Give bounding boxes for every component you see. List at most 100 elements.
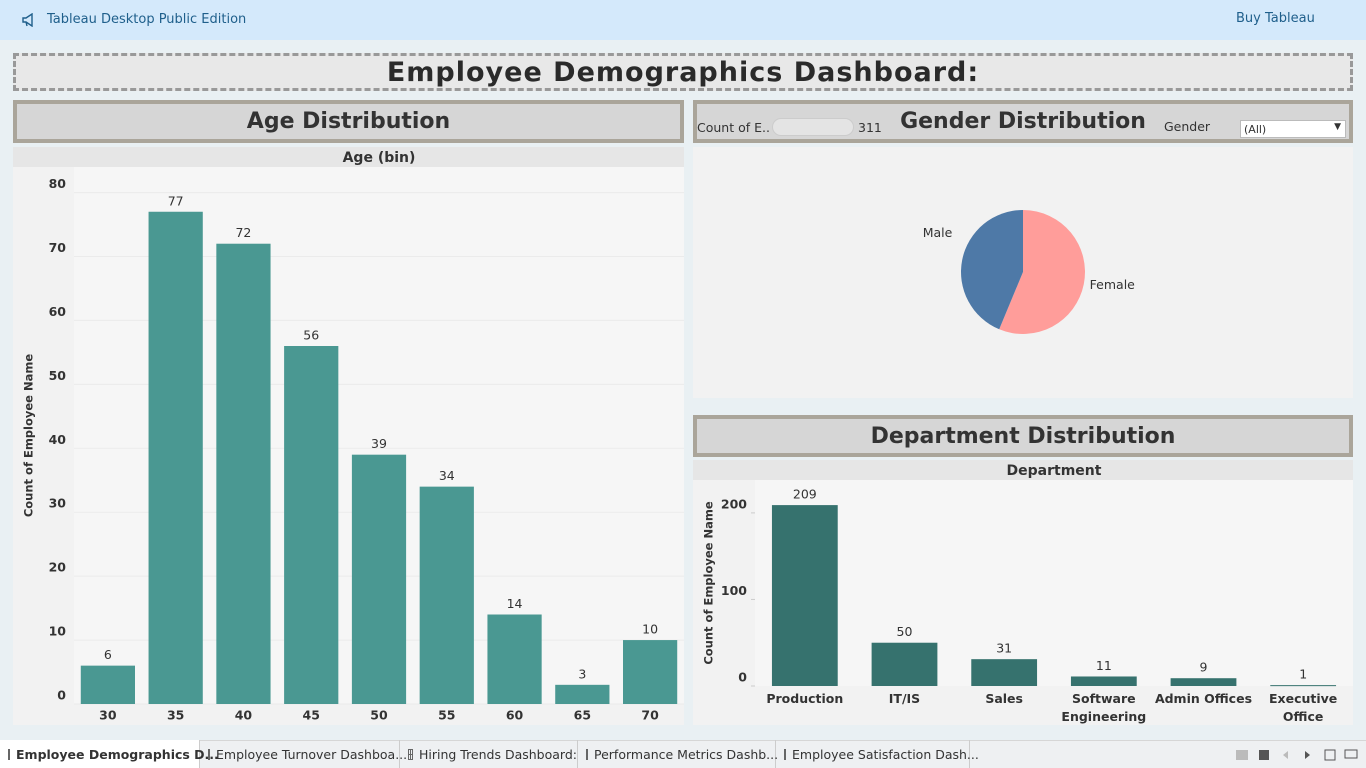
y-tick-label: 200 [721,496,747,511]
dashboard-tab[interactable]: Hiring Trends Dashboard: [400,740,578,768]
y-tick-label: 50 [49,368,67,383]
filter-value: (All) [1244,123,1267,136]
bar [351,454,407,704]
buy-link[interactable]: Buy Tableau [1236,11,1315,26]
count-slider[interactable] [772,118,854,136]
department-chart: Department Count of Employee Name 0 100 200 2… [693,460,1353,725]
dashboard-tab[interactable]: Performance Metrics Dashb... [578,740,779,768]
y-tick-label: 0 [57,688,66,703]
x-tick-label: Admin Offices [1154,691,1253,706]
data-label: 11 [1096,658,1112,673]
nav-icons [1236,749,1358,761]
axis-header-band [13,147,684,167]
data-label: 9 [1200,660,1208,675]
bar [284,346,339,704]
tab-icon [408,748,413,760]
data-label: 39 [371,436,387,451]
pie-slice [999,210,1085,334]
x-axis-title: Department [1007,463,1102,479]
data-label: 1 [1299,667,1307,682]
bar [555,684,610,704]
plot-area [755,480,1353,686]
tab-label: Performance Metrics Dashb... [594,746,779,762]
dashboard-tab[interactable]: Employee Demographics D... [0,740,219,768]
bar [216,243,271,704]
edition-label: Tableau Desktop Public Edition [47,12,247,27]
top-bar: Tableau Desktop Public Edition Buy Table… [0,0,1366,40]
data-label: 31 [996,641,1012,656]
megaphone-icon [22,13,33,27]
bar [1270,685,1337,687]
y-tick-label: 20 [49,560,67,575]
data-label: 14 [507,596,523,611]
x-tick-label: 55 [438,708,455,723]
tab-label: Employee Satisfaction Dash... [792,746,979,762]
count-label: Count of E.. [697,120,770,135]
age-chart: Age (bin) Count of Employee Name 0 10 20 30 40… [13,147,684,725]
tab-icon [8,748,10,760]
x-tick-label: Executive Office [1269,691,1338,724]
dashboard-title: Employee Demographics Dashboard: [13,53,1353,91]
panel-title: Age Distribution [13,100,684,143]
data-label: 72 [235,225,251,240]
dashboard-tab[interactable]: Employee Satisfaction Dash... [776,740,979,768]
bar [1170,678,1237,686]
data-label: 77 [168,193,184,208]
data-label: 34 [439,468,455,483]
data-label: 50 [897,624,913,639]
bar [871,642,938,686]
filter-label: Gender [1164,119,1211,134]
y-axis-title: Count of Employee Name [702,501,716,665]
bar [1070,676,1137,686]
tab-bar [0,740,1366,768]
data-label: 56 [303,328,319,343]
x-axis-title: Age (bin) [343,150,416,166]
x-tick-label: Sales [985,691,1023,706]
tab-icon [208,748,210,760]
x-tick-label: 60 [506,708,524,723]
filter-dropdown[interactable]: (All) ▼ [1240,120,1346,138]
gender-chart: Female Male [693,147,1353,398]
bar [148,211,203,704]
bar [419,486,474,704]
y-tick-label: 30 [49,496,67,511]
slice-label: Female [1090,277,1136,292]
dashboard-tab[interactable]: Employee Turnover Dashboa... [200,740,407,768]
y-tick-label: 0 [738,670,747,685]
y-axis-title: Count of Employee Name [22,354,36,518]
x-tick-label: 35 [167,708,184,723]
x-tick-label: 65 [574,708,591,723]
tab-label: Employee Demographics D... [16,746,219,762]
dropdown-arrow: ▼ [1334,122,1341,132]
y-tick-label: 60 [49,304,67,319]
slice-label: Male [923,225,953,240]
x-tick-label: 30 [99,708,117,723]
x-tick-label: IT/IS [888,691,921,706]
x-tick-label: 70 [641,708,659,723]
x-tick-label: 50 [370,708,388,723]
y-tick-label: 10 [49,624,67,639]
department-plot: Department Count of Employee Name 0 100 200 2… [693,460,1353,687]
bar [487,614,542,704]
panel-title: Department Distribution [693,415,1353,457]
bar [80,665,135,704]
y-tick-label: 100 [721,583,747,598]
y-tick-label: 40 [49,432,67,447]
y-tick-label: 70 [49,240,67,255]
bar [623,640,678,704]
axis-header-band [693,460,1353,480]
data-label: 6 [104,647,112,662]
tab-icon [586,748,588,760]
x-tick-label: 40 [235,708,253,723]
tab-label: Hiring Trends Dashboard: [418,746,577,762]
bar [971,659,1038,686]
pie-slice [961,210,1023,330]
x-tick-label: 45 [303,708,320,723]
data-label: 209 [793,487,817,502]
x-tick-label: Software Engineering [1061,691,1147,724]
data-label: 3 [578,666,586,681]
bar [771,505,838,686]
y-tick-label: 80 [49,176,67,191]
data-label: 10 [642,622,658,637]
